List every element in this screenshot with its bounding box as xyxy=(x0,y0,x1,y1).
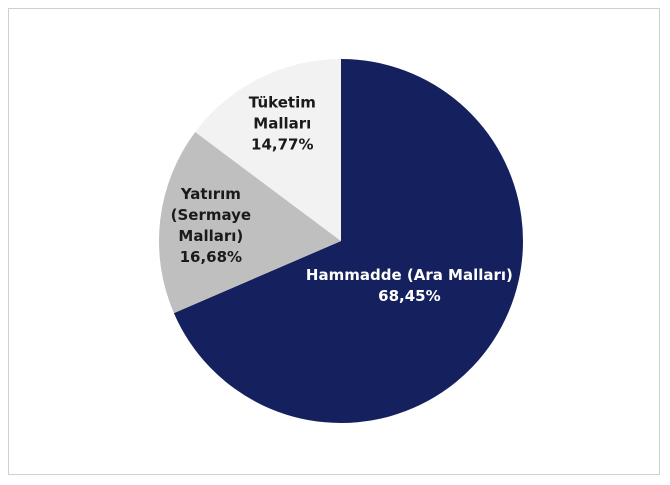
chart-frame xyxy=(8,8,660,475)
pie-slice xyxy=(173,59,523,423)
slice-label: Tüketim Malları 14,77% xyxy=(217,92,347,155)
pie-slice xyxy=(195,59,341,241)
category-label: Tüketim Malları xyxy=(248,93,316,133)
value-label: 68,45% xyxy=(378,287,441,305)
value-label: 16,68% xyxy=(179,247,243,266)
category-label: Yatırım (Sermaye Malları) xyxy=(170,184,252,245)
pie-slice xyxy=(159,132,341,314)
category-label: Hammadde (Ara Malları) xyxy=(305,266,513,284)
value-label: 14,77% xyxy=(251,135,314,154)
slice-label: Yatırım (Sermaye Malları) 16,68% xyxy=(146,184,276,268)
slice-label: Hammadde (Ara Malları) 68,45% xyxy=(289,265,529,307)
